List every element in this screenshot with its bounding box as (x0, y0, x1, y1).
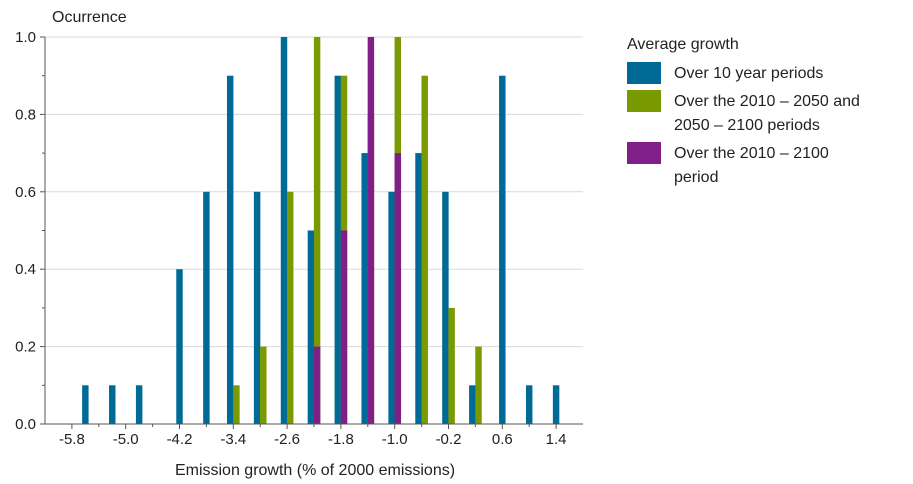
y-axis-title: Ocurrence (52, 9, 127, 26)
bar (176, 269, 183, 424)
bar (469, 385, 476, 424)
legend-label-line: Over the 2010 – 2100 (674, 145, 829, 162)
bar (525, 385, 533, 424)
bar (361, 153, 368, 424)
x-tick-label: -1.0 (382, 431, 408, 448)
x-tick-label: 0.6 (492, 431, 513, 448)
y-tick-label: 0.6 (15, 184, 36, 201)
legend-label-2010-2050-2100: Over the 2010 – 2050 and 2050 – 2100 per… (674, 90, 860, 138)
legend-label-2010-2100: Over the 2010 – 2100 period (674, 142, 829, 190)
axes: 0.0 0.2 0.4 0.6 0.8 1.0 -5.8 -5.0 -4.2 -3.4 -2.6 -1… (15, 29, 583, 448)
bar (313, 346, 321, 424)
y-tick-label: 0.2 (15, 339, 36, 356)
bar (448, 307, 455, 424)
bar (109, 385, 116, 424)
legend-label-10-year: Over 10 year periods (674, 65, 824, 82)
legend-swatch-10-year (627, 62, 661, 84)
legend-swatch-2010-2050-2100 (627, 90, 661, 112)
bar (135, 385, 143, 424)
bar (475, 346, 482, 424)
legend-item-2010-2050-2100: Over the 2010 – 2050 and 2050 – 2100 per… (627, 90, 907, 138)
bar (499, 75, 506, 424)
bar (253, 191, 261, 424)
bar (552, 385, 560, 424)
x-tick-label: -1.8 (328, 431, 354, 448)
bar (394, 153, 402, 424)
y-tick-label: 0.4 (15, 261, 36, 278)
x-tick-label: -2.6 (274, 431, 300, 448)
x-axis-title: Emission growth (% of 2000 emissions) (175, 462, 455, 479)
bar (226, 75, 234, 424)
x-tick-label: -0.2 (436, 431, 462, 448)
bar (307, 230, 315, 424)
legend-label-line: period (674, 169, 719, 186)
bars (82, 37, 560, 425)
bar (280, 37, 288, 424)
bar (340, 230, 348, 424)
bar (388, 191, 395, 424)
legend-label-line: 2050 – 2100 periods (674, 117, 820, 134)
x-tick-label: -5.8 (59, 431, 85, 448)
bar (415, 153, 422, 424)
bar (82, 385, 89, 424)
bar (334, 75, 342, 424)
bar (233, 385, 240, 424)
legend-item-10-year: Over 10 year periods (627, 62, 907, 86)
y-tick-label: 0.0 (15, 416, 36, 433)
x-tick-label: -4.2 (167, 431, 193, 448)
bar (442, 191, 449, 424)
x-tick-label: -3.4 (220, 431, 246, 448)
legend: Average growth Over 10 year periods Over… (627, 36, 907, 194)
bar (286, 191, 294, 424)
y-tick-label: 1.0 (15, 29, 36, 46)
legend-title: Average growth (627, 36, 739, 53)
y-tick-label: 0.8 (15, 106, 36, 123)
legend-item-2010-2100: Over the 2010 – 2100 period (627, 142, 907, 190)
bar (367, 37, 375, 424)
bar (260, 346, 267, 424)
bar (203, 191, 210, 424)
legend-label-line: Over the 2010 – 2050 and (674, 93, 860, 110)
bar (313, 37, 321, 424)
x-tick-label: 1.4 (546, 431, 567, 448)
legend-swatch-2010-2100 (627, 142, 661, 164)
x-tick-label: -5.0 (113, 431, 139, 448)
bar (421, 75, 428, 424)
